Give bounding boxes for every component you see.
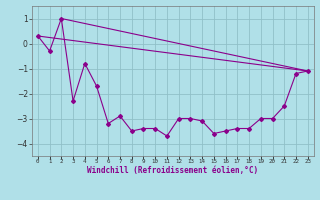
X-axis label: Windchill (Refroidissement éolien,°C): Windchill (Refroidissement éolien,°C) — [87, 166, 258, 175]
